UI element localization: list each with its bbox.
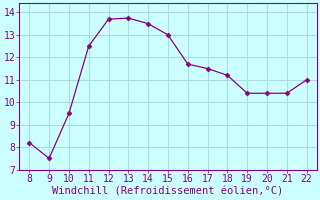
X-axis label: Windchill (Refroidissement éolien,°C): Windchill (Refroidissement éolien,°C)	[52, 187, 284, 197]
